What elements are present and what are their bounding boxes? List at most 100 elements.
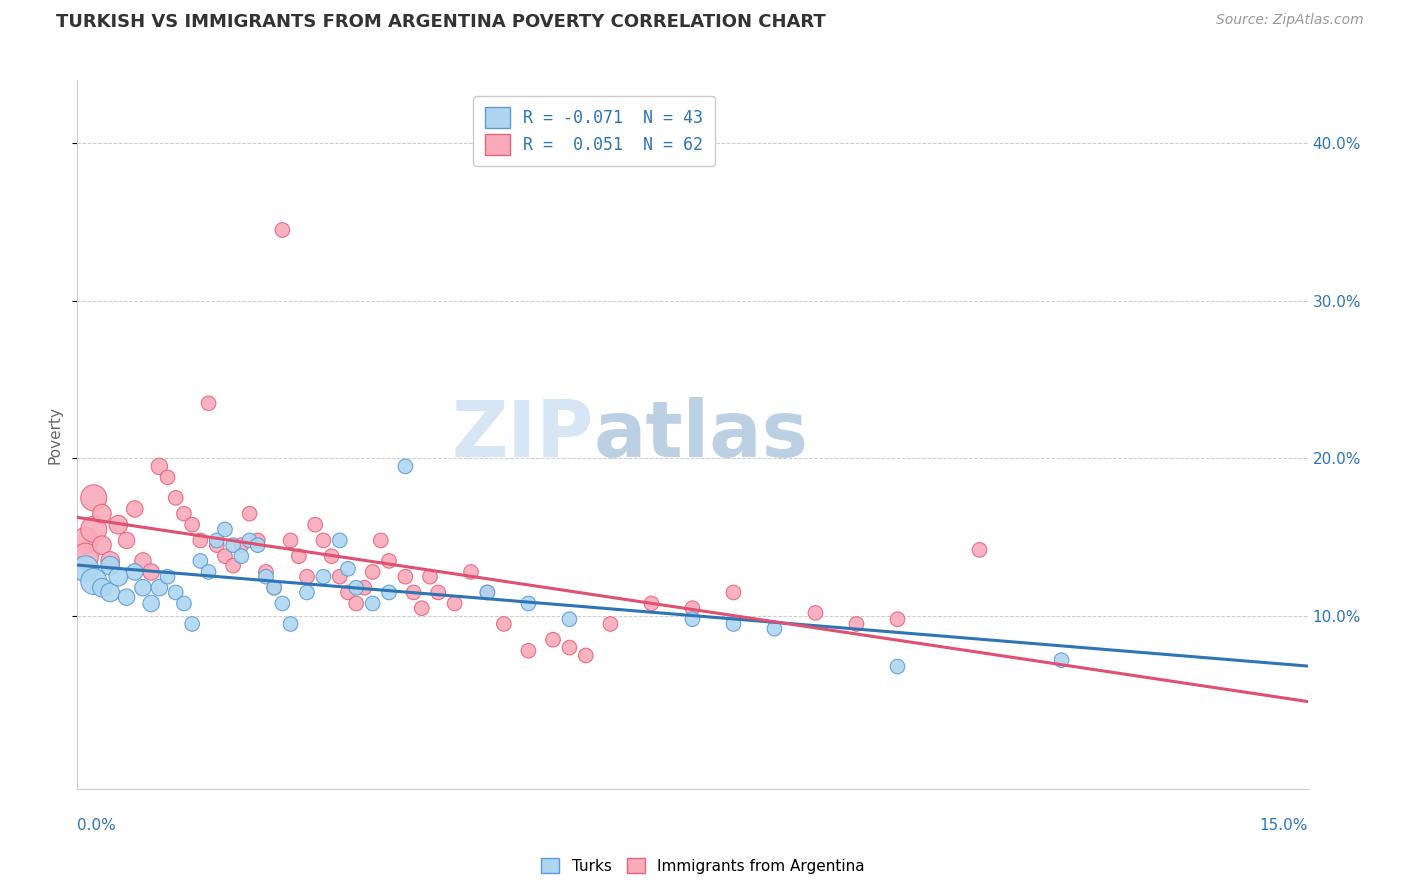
Point (280, 617, 302, 632)
Point (263, 581, 285, 595)
Point (75, 533, 97, 548)
Point (75, 549, 97, 564)
Point (295, 570, 318, 584)
Point (254, 570, 277, 584)
Point (411, 601, 433, 615)
Point (312, 570, 335, 584)
Point (304, 517, 326, 532)
Point (214, 523, 236, 537)
Point (344, 597, 367, 611)
Point (378, 554, 401, 568)
Point (271, 597, 294, 611)
Legend: R = -0.071  N = 43, R =  0.051  N = 62: R = -0.071 N = 43, R = 0.051 N = 62 (474, 95, 714, 167)
Y-axis label: Poverty: Poverty (46, 406, 62, 464)
Point (329, 570, 352, 584)
Point (197, 396, 219, 410)
Point (337, 562, 360, 576)
Point (222, 538, 245, 552)
Point (165, 585, 187, 599)
Point (295, 585, 318, 599)
Point (575, 648, 598, 663)
Point (239, 507, 262, 521)
Point (558, 640, 581, 655)
Point (205, 533, 228, 548)
Point (98, 558, 121, 573)
Point (419, 570, 441, 584)
Point (312, 533, 335, 548)
Point (132, 554, 155, 568)
Point (337, 585, 360, 599)
Point (477, 585, 499, 599)
Point (156, 570, 179, 584)
Point (90, 581, 114, 595)
Point (205, 538, 228, 552)
Point (132, 581, 155, 595)
Point (558, 612, 581, 626)
Point (239, 533, 262, 548)
Point (90, 538, 114, 552)
Point (443, 597, 465, 611)
Point (271, 223, 294, 237)
Text: 15.0%: 15.0% (1260, 818, 1308, 832)
Point (83, 491, 105, 505)
Point (969, 542, 991, 557)
Point (370, 533, 392, 548)
Point (361, 597, 384, 611)
Point (394, 459, 416, 474)
Point (188, 554, 212, 568)
Point (492, 617, 515, 632)
Point (378, 585, 401, 599)
Point (98, 554, 121, 568)
Point (886, 659, 908, 673)
Point (231, 538, 253, 552)
Point (83, 523, 105, 537)
Point (181, 517, 204, 532)
Point (141, 597, 163, 611)
Point (246, 533, 269, 548)
Point (222, 558, 245, 573)
Point (107, 517, 129, 532)
Point (723, 617, 745, 632)
Text: TURKISH VS IMMIGRANTS FROM ARGENTINA POVERTY CORRELATION CHART: TURKISH VS IMMIGRANTS FROM ARGENTINA POV… (56, 13, 825, 31)
Point (124, 565, 146, 579)
Point (394, 570, 416, 584)
Point (280, 533, 302, 548)
Point (329, 533, 352, 548)
Point (156, 470, 179, 484)
Point (173, 507, 195, 521)
Point (231, 549, 253, 564)
Point (321, 549, 343, 564)
Point (1050, 653, 1073, 667)
Point (98, 585, 121, 599)
Point (148, 581, 170, 595)
Text: 0.0%: 0.0% (77, 818, 117, 832)
Point (353, 581, 375, 595)
Point (246, 538, 269, 552)
Point (682, 601, 704, 615)
Text: atlas: atlas (595, 397, 808, 473)
Point (723, 585, 745, 599)
Point (361, 565, 384, 579)
Point (402, 585, 425, 599)
Point (640, 597, 662, 611)
Point (181, 617, 204, 632)
Point (83, 574, 105, 589)
Point (599, 617, 621, 632)
Text: Source: ZipAtlas.com: Source: ZipAtlas.com (1216, 13, 1364, 28)
Point (75, 562, 97, 576)
Point (124, 502, 146, 516)
Point (344, 581, 367, 595)
Point (173, 597, 195, 611)
Point (477, 585, 499, 599)
Point (188, 533, 212, 548)
Point (263, 581, 285, 595)
Point (107, 570, 129, 584)
Point (214, 549, 236, 564)
Point (90, 507, 114, 521)
Point (197, 565, 219, 579)
Point (517, 597, 540, 611)
Point (517, 644, 540, 658)
Point (254, 565, 277, 579)
Point (460, 565, 482, 579)
Point (148, 459, 170, 474)
